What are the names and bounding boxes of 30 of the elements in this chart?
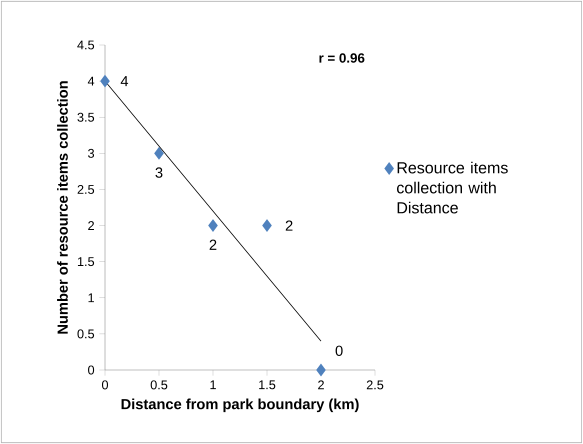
data-label: 2 bbox=[286, 220, 292, 231]
y-tick-label: 4 bbox=[88, 76, 94, 86]
y-tick-label: 2 bbox=[88, 221, 94, 230]
y-tick-label: 3.5 bbox=[77, 112, 94, 122]
y-tick-label: 0.5 bbox=[77, 329, 94, 338]
y-tick-label: 1 bbox=[88, 293, 94, 302]
point bbox=[262, 219, 272, 232]
y-tick-label: 2.5 bbox=[78, 184, 94, 194]
y-tick-label: 3 bbox=[88, 148, 94, 158]
x-tick-label: 0.5 bbox=[150, 380, 168, 390]
point bbox=[154, 147, 164, 160]
annotation: r = 0.96 bbox=[319, 53, 364, 63]
x-tick-label: 2.5 bbox=[366, 380, 384, 390]
data-label: 0 bbox=[336, 346, 343, 356]
data-label: 4 bbox=[120, 76, 128, 86]
y-tick-label: 4.5 bbox=[77, 40, 94, 50]
data-label: 3 bbox=[155, 167, 162, 178]
x-tick-label: 1.5 bbox=[259, 380, 276, 390]
x-tick-label: 0 bbox=[102, 380, 108, 390]
data-label: 2 bbox=[210, 240, 216, 250]
point bbox=[100, 74, 110, 88]
x-tick-label: 2 bbox=[318, 380, 324, 390]
y-axis-title: Number of resource items collection bbox=[57, 81, 68, 334]
x-tick-label: 1 bbox=[210, 380, 216, 390]
y-tick-label: 0 bbox=[88, 366, 94, 374]
legend-label: Resource items collection with Distance bbox=[397, 162, 508, 214]
point bbox=[208, 219, 218, 232]
point bbox=[316, 364, 326, 376]
x-axis-title: Distance from park boundary (km) bbox=[122, 398, 359, 412]
y-tick-label: 1.5 bbox=[78, 257, 94, 266]
